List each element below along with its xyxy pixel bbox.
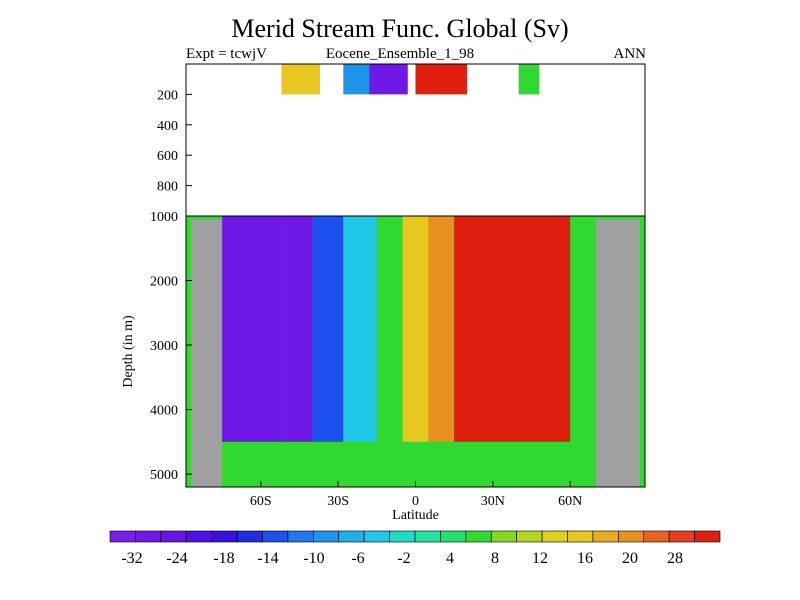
colorbar-label: -14 — [257, 550, 278, 567]
lower-region-7 — [428, 216, 455, 442]
colorbar: -32 -24 -18 -14 -10 -6 -2 4 8 12 16 20 28 — [109, 530, 721, 567]
colorbar-label: -24 — [166, 550, 187, 567]
lower-region-10 — [570, 216, 597, 487]
lower-region-0 — [191, 219, 223, 487]
y-tick-label: 1000 — [150, 210, 178, 225]
colorbar-swatch — [414, 530, 441, 543]
lower-region-4 — [343, 216, 377, 442]
colorbar-swatch — [287, 530, 314, 543]
colorbar-swatch — [465, 530, 492, 543]
colorbar-swatch — [185, 530, 212, 543]
colorbar-swatch — [109, 530, 136, 543]
y-axis-title: Depth (in m) — [121, 315, 136, 388]
axes: 200 400 600 800 1000 2000 3000 4000 5000 60S 30S 0 3… — [121, 63, 646, 523]
colorbar-label: 28 — [667, 550, 683, 567]
colorbar-swatch — [541, 530, 568, 543]
colorbar-label: -10 — [303, 550, 324, 567]
colorbar-swatch — [160, 530, 187, 543]
lower-region-1 — [222, 216, 287, 442]
colorbar-label: 4 — [446, 550, 454, 567]
colorbar-swatch — [363, 530, 390, 543]
colorbar-label: -6 — [351, 550, 364, 567]
colorbar-label: 20 — [622, 550, 638, 567]
upper-region-3 — [415, 64, 468, 95]
colorbar-label: -18 — [213, 550, 234, 567]
y-tick-label: 200 — [157, 88, 178, 103]
chart-title: Merid Stream Func. Global (Sv) — [231, 14, 569, 43]
colorbar-swatch — [592, 530, 619, 543]
x-tick-label: 60S — [250, 494, 272, 509]
colorbar-swatch — [211, 530, 238, 543]
experiment-label: Expt = tcwjV — [186, 46, 267, 62]
x-tick-label: 30N — [481, 494, 505, 509]
lower-region-2 — [286, 216, 313, 442]
colorbar-swatch — [262, 530, 289, 543]
colorbar-swatch — [313, 530, 340, 543]
colorbar-swatch — [236, 530, 263, 543]
x-axis-title: Latitude — [392, 508, 439, 523]
colorbar-label: 16 — [577, 550, 593, 567]
y-tick-label: 400 — [157, 119, 178, 134]
lower-region-6 — [402, 216, 429, 442]
upper-region-4 — [518, 64, 540, 95]
lower-region-8 — [454, 216, 532, 442]
y-tick-label: 600 — [157, 149, 178, 164]
colorbar-swatch — [490, 530, 517, 543]
upper-region-0 — [281, 64, 321, 95]
colorbar-label: -2 — [397, 550, 410, 567]
y-tick-label: 2000 — [150, 275, 178, 290]
lower-region-11 — [596, 219, 640, 487]
colorbar-swatch — [668, 530, 695, 543]
colorbar-swatch — [389, 530, 416, 543]
x-tick-label: 0 — [412, 494, 419, 509]
lower-region-9 — [531, 216, 571, 442]
colorbar-swatch — [618, 530, 645, 543]
upper-region-1 — [343, 64, 370, 95]
colorbar-swatch — [338, 530, 365, 543]
lower-region-3 — [312, 216, 344, 442]
season-label: ANN — [613, 46, 647, 62]
ensemble-label: Eocene_Ensemble_1_98 — [325, 46, 475, 62]
x-tick-label: 60N — [558, 494, 582, 509]
colorbar-swatch — [643, 530, 670, 543]
lower-region-5 — [376, 216, 403, 487]
plot-area — [186, 64, 645, 487]
colorbar-swatch — [135, 530, 162, 543]
colorbar-label: -32 — [121, 550, 142, 567]
y-tick-label: 3000 — [150, 339, 178, 354]
colorbar-label: 12 — [532, 550, 548, 567]
colorbar-swatch — [440, 530, 467, 543]
colorbar-swatch — [567, 530, 594, 543]
x-tick-label: 30S — [327, 494, 349, 509]
upper-region-2 — [369, 64, 408, 95]
colorbar-label: 8 — [491, 550, 499, 567]
y-tick-label: 4000 — [150, 404, 178, 419]
y-tick-label: 800 — [157, 180, 178, 195]
colorbar-swatch — [694, 530, 721, 543]
y-tick-label: 5000 — [150, 468, 178, 483]
colorbar-swatch — [516, 530, 543, 543]
